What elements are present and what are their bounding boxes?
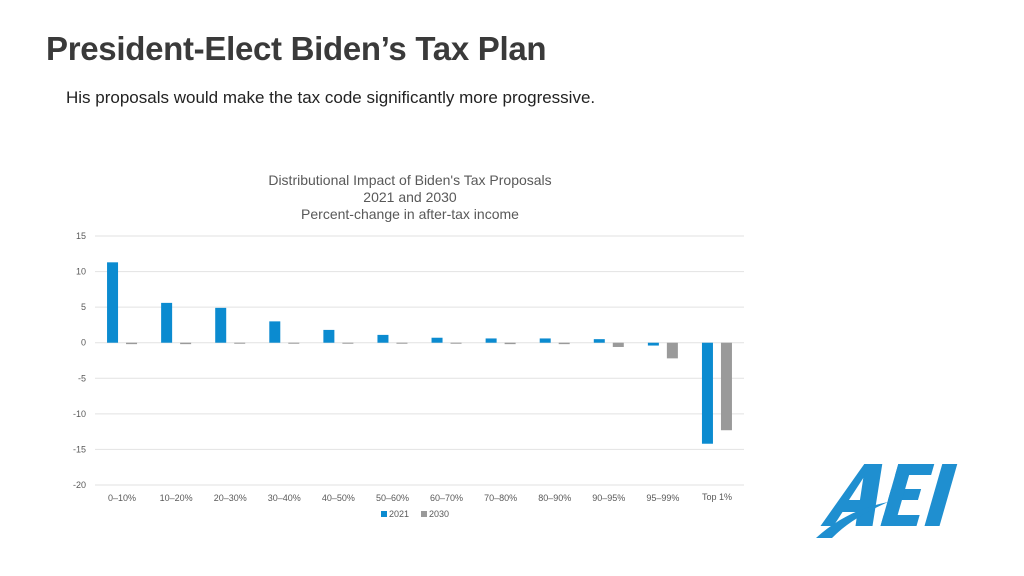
y-tick-label: 5 (81, 302, 86, 312)
slide-subtitle: His proposals would make the tax code si… (66, 88, 596, 107)
bars (107, 262, 732, 444)
chart-title-line-1: Distributional Impact of Biden's Tax Pro… (268, 172, 551, 188)
y-tick-label: -5 (78, 373, 86, 383)
legend-label-2021: 2021 (389, 509, 409, 519)
bar-2021-4 (323, 329, 335, 343)
y-tick-label: 0 (81, 338, 86, 348)
y-tick-label: 15 (76, 231, 86, 241)
legend: 2021 2030 (381, 509, 449, 519)
x-tick-label: 10–20% (160, 493, 193, 503)
aei-logo (816, 464, 958, 538)
y-tick-label: -15 (73, 444, 86, 454)
gridlines (95, 235, 744, 486)
y-axis-tick-labels: 15 10 5 0 -5 -10 -15 -20 (73, 231, 86, 490)
x-tick-label: 95–99% (646, 493, 679, 503)
bar-2021-5 (377, 334, 389, 343)
bar-2021-1 (161, 302, 173, 343)
bar-2030-6 (450, 342, 462, 344)
x-tick-label: 0–10% (108, 493, 136, 503)
slide-title: President-Elect Biden’s Tax Plan (46, 30, 547, 67)
x-tick-label: 40–50% (322, 493, 355, 503)
bar-2030-2 (234, 342, 246, 344)
y-tick-label: -10 (73, 409, 86, 419)
x-tick-label: Top 1% (702, 492, 732, 502)
legend-swatch-2021 (381, 511, 387, 517)
bar-2030-8 (558, 342, 570, 345)
bar-2021-2 (215, 307, 227, 343)
bar-2030-9 (612, 342, 624, 347)
bar-2021-10 (647, 342, 659, 346)
bar-2030-7 (504, 342, 516, 345)
x-tick-label: 60–70% (430, 493, 463, 503)
x-tick-label: 50–60% (376, 493, 409, 503)
bar-2021-0 (107, 262, 119, 343)
chart-title-line-3: Percent-change in after-tax income (301, 206, 519, 222)
bar-2030-11 (720, 342, 732, 431)
legend-label-2030: 2030 (429, 509, 449, 519)
x-tick-label: 30–40% (268, 493, 301, 503)
y-tick-label: 10 (76, 267, 86, 277)
bar-2030-4 (342, 342, 354, 344)
bar-2030-3 (288, 342, 300, 344)
x-axis-tick-labels: 0–10% 10–20% 20–30% 30–40% 40–50% 50–60% 60–70… (108, 492, 732, 503)
bar-2021-3 (269, 321, 281, 343)
x-tick-label: 90–95% (592, 493, 625, 503)
bar-2030-1 (180, 342, 192, 345)
x-tick-label: 80–90% (538, 493, 571, 503)
x-tick-label: 20–30% (214, 493, 247, 503)
bar-2021-7 (485, 338, 497, 343)
bar-2021-6 (431, 337, 443, 343)
legend-swatch-2030 (421, 511, 427, 517)
bar-2030-10 (666, 342, 678, 359)
bar-2021-9 (593, 339, 605, 343)
y-tick-label: -20 (73, 480, 86, 490)
x-tick-label: 70–80% (484, 493, 517, 503)
chart-title-line-2: 2021 and 2030 (363, 189, 457, 205)
bar-2030-5 (396, 342, 408, 344)
bar-2021-8 (539, 338, 551, 343)
bar-2030-0 (126, 342, 138, 345)
bar-2021-11 (701, 342, 713, 444)
